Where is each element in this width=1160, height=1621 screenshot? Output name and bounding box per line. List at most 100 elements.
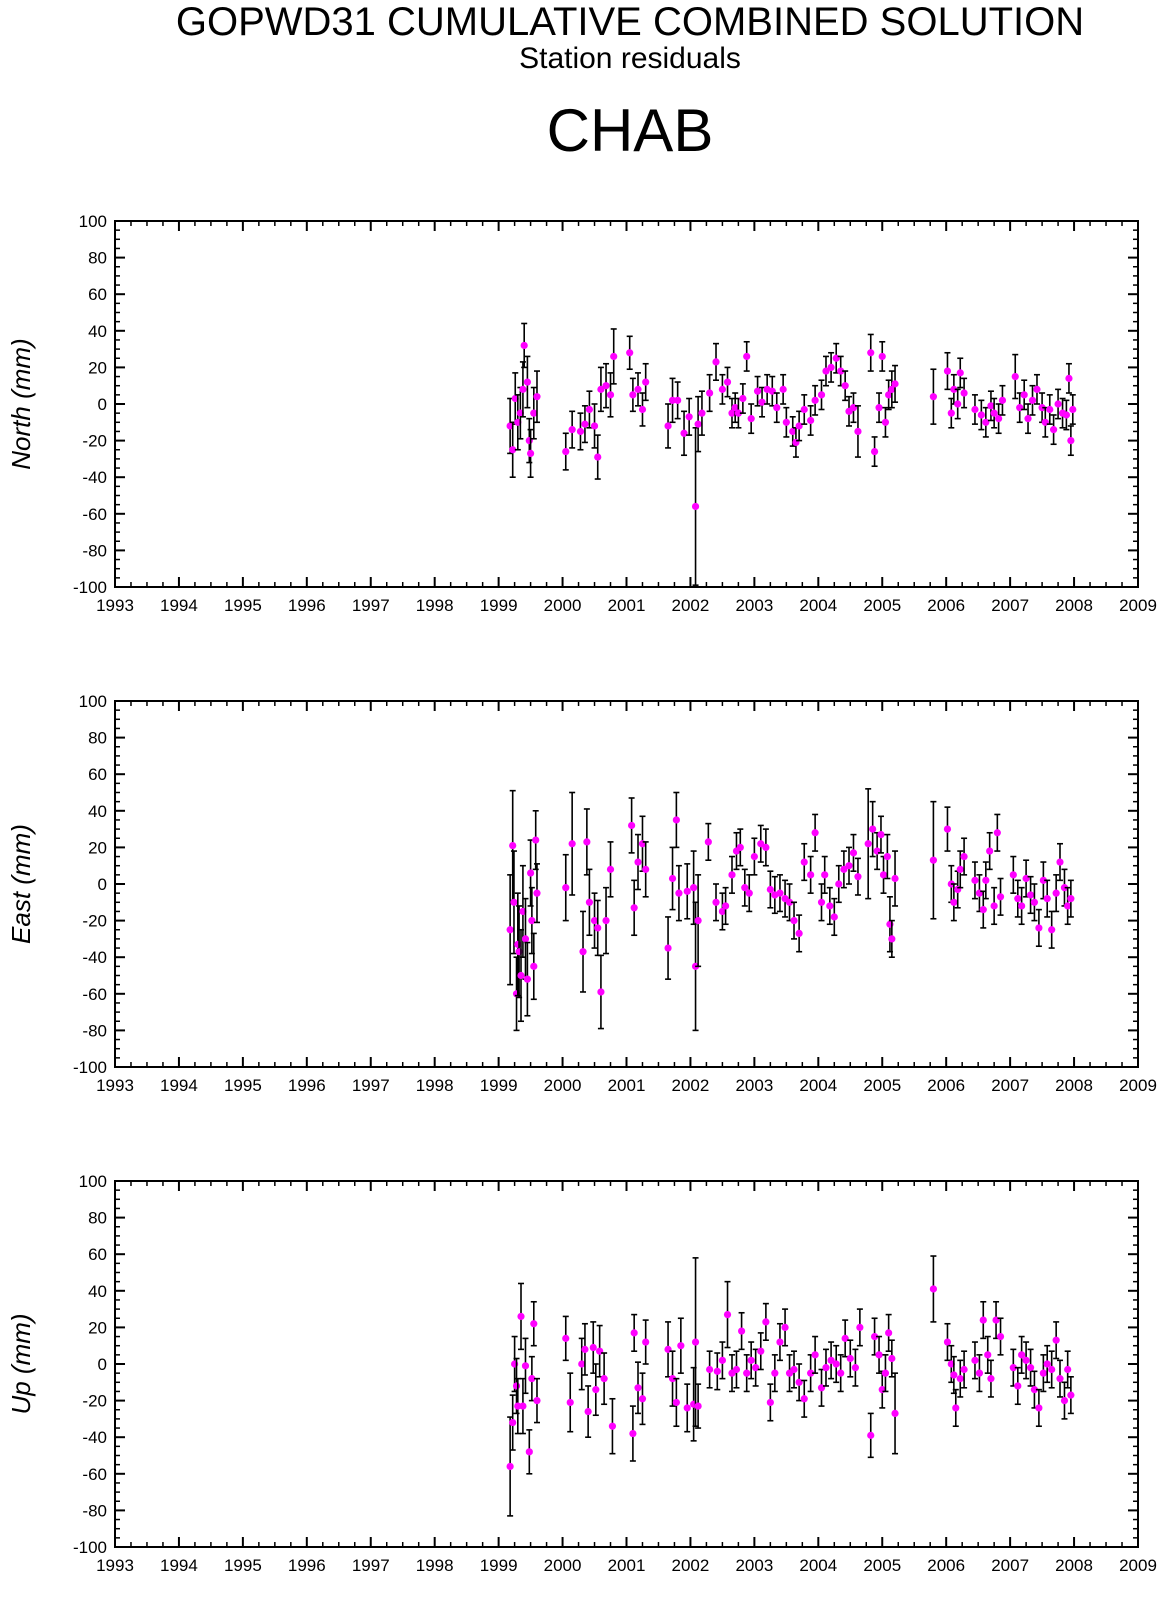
data-point: [672, 816, 680, 824]
y-tick-label: 100: [79, 1172, 107, 1191]
data-point: [867, 1431, 875, 1439]
data-point: [986, 847, 994, 855]
x-tick-label: 2007: [991, 1556, 1029, 1575]
data-point: [1056, 858, 1064, 866]
data-point: [602, 917, 610, 925]
data-point: [568, 840, 576, 848]
x-tick-label: 1993: [96, 1556, 134, 1575]
data-point: [982, 418, 990, 426]
data-point: [694, 917, 702, 925]
x-tick-label: 2001: [608, 596, 646, 615]
y-tick-label: 100: [79, 692, 107, 711]
data-point: [960, 852, 968, 861]
x-tick-label: 1995: [224, 1556, 262, 1575]
data-point: [795, 1378, 803, 1386]
x-tick-label: 2001: [608, 1556, 646, 1575]
data-point: [519, 1402, 527, 1410]
x-tick-label: 1998: [416, 1556, 454, 1575]
data-point: [867, 349, 875, 357]
y-tick-label: -40: [82, 948, 107, 967]
data-point: [817, 391, 826, 399]
data-point: [594, 924, 602, 932]
data-point: [790, 917, 798, 925]
data-point: [875, 404, 883, 412]
data-point: [706, 389, 714, 397]
data-point: [1065, 374, 1073, 382]
x-tick-label: 2006: [927, 1076, 965, 1095]
data-point: [1056, 1375, 1064, 1383]
y-tick-label: 80: [88, 1209, 107, 1228]
x-tick-label: 2005: [863, 596, 901, 615]
data-point: [737, 1327, 746, 1335]
y-tick-label: -60: [82, 505, 107, 524]
data-point: [854, 873, 862, 881]
data-point: [996, 1332, 1005, 1341]
data-point: [576, 427, 585, 436]
data-point: [579, 948, 587, 956]
data-point: [743, 352, 751, 361]
data-point: [875, 1351, 883, 1359]
data-point: [971, 876, 979, 884]
data-point: [943, 367, 952, 375]
y-tick-label: 60: [88, 1245, 107, 1264]
data-point: [943, 1338, 952, 1346]
data-point: [523, 975, 531, 983]
data-point: [1020, 391, 1028, 399]
data-point: [835, 880, 843, 888]
data-point: [785, 898, 794, 906]
data-point: [528, 917, 536, 925]
data-point: [979, 1316, 987, 1324]
up-residuals-chart: Up (mm) 1993 1994 1995 1996 1997 1998 1999 2000…: [6, 1172, 1157, 1575]
data-point: [1064, 1365, 1072, 1374]
data-point: [807, 416, 815, 425]
data-point: [526, 869, 535, 877]
data-point: [956, 1375, 964, 1383]
y-tick-label: 80: [88, 249, 107, 268]
data-point: [642, 378, 650, 386]
data-point: [585, 405, 594, 414]
data-point: [781, 1323, 789, 1331]
y-tick-label: -40: [82, 468, 107, 487]
data-point: [753, 387, 762, 395]
data-point: [629, 1429, 637, 1438]
data-point: [677, 1342, 685, 1350]
data-point: [590, 917, 599, 925]
data-point: [766, 885, 774, 894]
data-point: [602, 382, 610, 390]
data-point: [562, 884, 570, 892]
data-point: [668, 874, 677, 883]
data-point: [698, 409, 706, 417]
data-point: [795, 422, 803, 430]
x-tick-label: 2008: [1055, 1556, 1093, 1575]
data-point: [1060, 884, 1069, 892]
data-point: [758, 398, 766, 406]
data-point: [606, 865, 615, 873]
data-point: [562, 447, 570, 456]
data-point: [1048, 926, 1056, 934]
x-tick-label: 2002: [672, 1556, 710, 1575]
data-point: [779, 385, 787, 393]
data-point: [728, 871, 736, 879]
x-tick-label: 2001: [608, 1076, 646, 1095]
data-point: [722, 902, 730, 910]
data-point: [530, 409, 538, 417]
x-tick-label: 2008: [1055, 596, 1093, 615]
data-point: [718, 907, 727, 916]
data-point: [533, 889, 541, 897]
data-point: [736, 843, 744, 851]
data-point: [521, 1362, 530, 1370]
data-point: [664, 944, 672, 952]
data-point: [683, 1404, 691, 1412]
data-point: [1064, 902, 1072, 910]
x-tick-label: 2000: [544, 1076, 582, 1095]
data-point: [685, 413, 693, 421]
data-point: [821, 871, 829, 879]
y-tick-label: 60: [88, 285, 107, 304]
y-tick-label: 100: [79, 212, 107, 231]
data-point: [1060, 1397, 1069, 1405]
data-point: [881, 418, 890, 426]
data-point: [520, 341, 528, 350]
data-point: [630, 1329, 638, 1337]
data-point: [950, 385, 958, 393]
data-point: [811, 396, 819, 404]
